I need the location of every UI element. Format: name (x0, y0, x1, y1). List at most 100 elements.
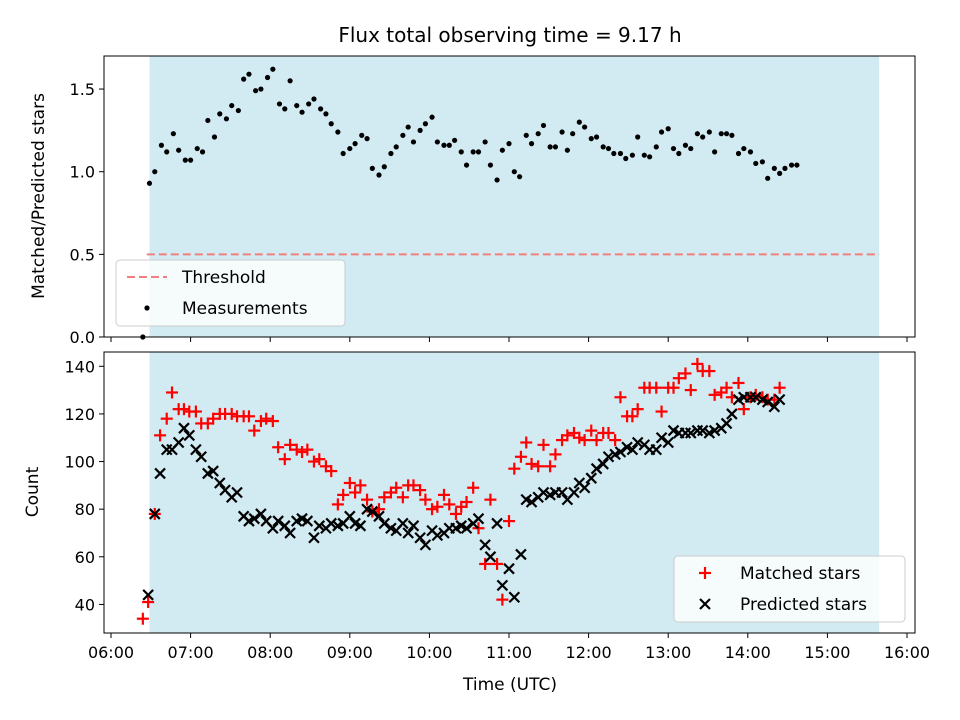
data-point-predicted-b (207, 465, 219, 477)
data-point-predicted-b (279, 520, 291, 532)
data-point-predicted (255, 508, 267, 520)
data-point-predicted (696, 424, 709, 437)
data-point-matched (407, 479, 420, 492)
x-tick-label: 10:00 (406, 643, 452, 662)
data-point-predicted (301, 515, 314, 527)
data-point-ratio (482, 139, 488, 145)
data-point-ratio (759, 159, 765, 165)
data-point-predicted-b (366, 505, 379, 518)
data-point-ratio (170, 131, 176, 137)
data-point-matched (573, 431, 586, 444)
data-point-ratio (765, 175, 771, 181)
data-point-predicted (267, 522, 279, 534)
data-point-predicted-b (267, 522, 279, 534)
data-point-ratio (158, 142, 165, 148)
data-point-predicted-b (378, 517, 391, 530)
data-point-ratio (517, 174, 523, 180)
data-point-ratio (676, 150, 682, 157)
data-point-ratio (729, 132, 735, 138)
data-point-ratio (429, 114, 435, 120)
data-point-predicted-b (402, 527, 414, 539)
data-point-matched (142, 596, 155, 609)
data-point-ratio (463, 162, 470, 168)
data-point-ratio (712, 149, 718, 155)
data-point-matched (491, 557, 504, 570)
data-point-matched (325, 465, 338, 478)
legend-swatch (699, 567, 711, 579)
data-point-predicted-b (696, 424, 709, 437)
data-point-predicted-b (720, 417, 733, 430)
data-point-matched (313, 453, 326, 466)
data-point-predicted (214, 477, 226, 489)
data-point-ratio (422, 121, 429, 127)
legend-label: Matched stars (740, 564, 860, 584)
data-point-matched (537, 438, 550, 451)
data-point-predicted-b (414, 531, 426, 544)
data-point-predicted-b (149, 508, 161, 520)
legend-swatch-b (699, 598, 711, 610)
data-point-predicted (472, 512, 485, 525)
data-point-matched (484, 493, 497, 506)
data-point-ratio (446, 142, 452, 148)
data-point-predicted-b (749, 391, 762, 404)
data-point-predicted-b (573, 477, 586, 489)
data-point-predicted (614, 446, 627, 458)
data-point-predicted-b (373, 510, 385, 523)
data-point-predicted (344, 510, 356, 523)
data-point-predicted-b (756, 393, 769, 406)
data-point-ratio (270, 66, 276, 72)
data-point-matched (520, 436, 533, 449)
data-point-predicted (183, 429, 196, 442)
data-point-ratio (688, 145, 694, 152)
data-point-predicted (366, 505, 379, 518)
y-tick-label: 140 (64, 357, 95, 376)
data-point-ratio (523, 132, 529, 138)
data-point-matched (720, 381, 733, 394)
data-point-matched (166, 386, 179, 399)
data-point-ratio (741, 145, 747, 152)
data-point-matched (419, 493, 432, 506)
data-point-ratio (182, 157, 188, 163)
data-point-predicted (568, 486, 580, 499)
data-point-matched (431, 500, 444, 513)
data-point-ratio (164, 149, 170, 155)
data-point-ratio (658, 129, 665, 135)
data-point-matched (136, 612, 149, 625)
data-point-ratio (718, 131, 724, 137)
data-point-ratio (564, 147, 570, 153)
data-point-predicted-b (190, 443, 202, 456)
data-point-predicted-b (773, 393, 786, 406)
data-point-ratio (235, 107, 241, 114)
data-point-predicted-b (349, 517, 361, 530)
data-point-ratio (605, 145, 612, 152)
data-point-matched (443, 498, 456, 511)
x-tick-label: 12:00 (566, 643, 612, 662)
data-point-predicted (684, 427, 697, 439)
data-point-ratio (559, 129, 565, 135)
data-point-ratio (311, 96, 317, 102)
data-point-ratio (547, 144, 553, 150)
data-point-predicted-b (556, 486, 568, 499)
data-point-matched (331, 498, 344, 511)
data-point-matched (260, 412, 273, 425)
data-point-predicted (248, 512, 261, 525)
top-y-axis-label: Matched/Predicted stars (29, 93, 49, 299)
data-point-predicted-b (684, 427, 697, 439)
data-point-predicted (590, 462, 603, 475)
data-point-predicted (172, 436, 185, 449)
data-point-matched (248, 424, 261, 437)
data-point-ratio (352, 141, 358, 147)
data-point-predicted-b (172, 436, 185, 449)
data-point-ratio (777, 170, 783, 176)
data-point-ratio (682, 142, 689, 148)
data-point-ratio (771, 165, 777, 171)
data-point-ratio (506, 141, 512, 147)
data-point-predicted (397, 517, 409, 530)
data-point-matched (225, 407, 238, 420)
data-point-matched (679, 367, 692, 380)
data-point-predicted (354, 520, 367, 532)
data-point-predicted-b (503, 562, 515, 575)
data-point-predicted (503, 562, 515, 575)
data-point-predicted (142, 589, 154, 601)
